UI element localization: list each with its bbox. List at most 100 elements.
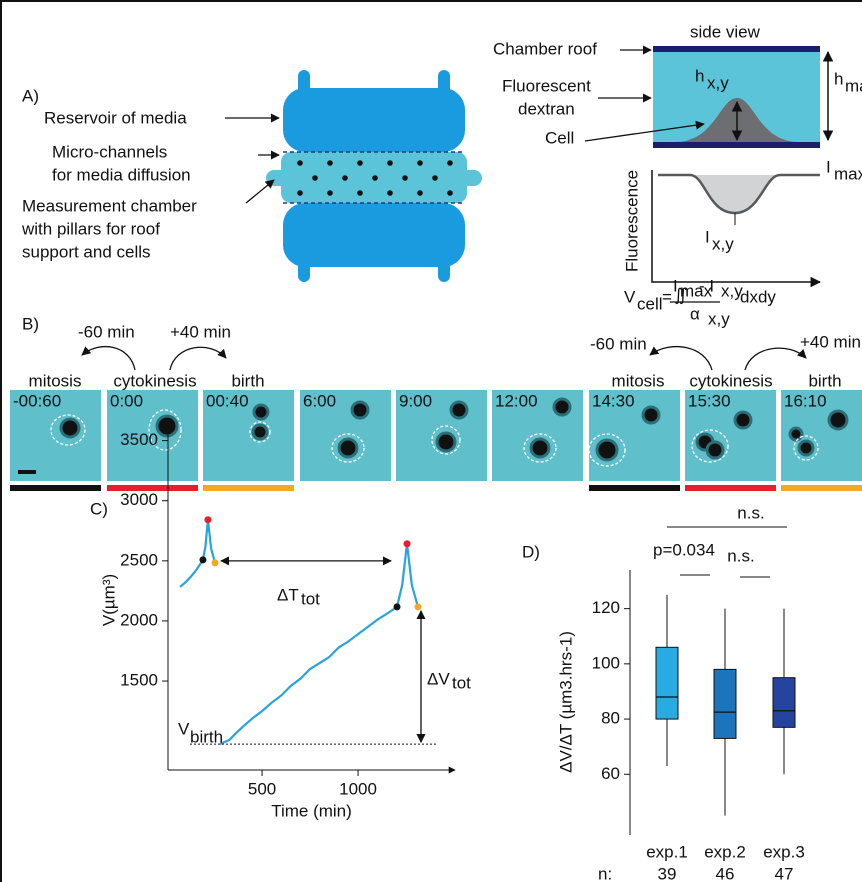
label: I	[826, 157, 831, 176]
figure: A) Reservoir of media Micro-channels for me…	[0, 0, 862, 882]
significance-label: n.s.	[737, 503, 764, 522]
pillar	[402, 175, 408, 181]
pillar	[387, 190, 393, 196]
label: dextran	[518, 99, 575, 118]
label: Fluorescent	[502, 76, 591, 95]
chamber-drawing	[266, 70, 482, 282]
pillar	[432, 175, 438, 181]
cell-blob	[253, 425, 267, 439]
label: +40 min	[170, 322, 231, 341]
box	[714, 669, 736, 738]
frame-time: 6:00	[303, 391, 336, 410]
label: support and cells	[22, 242, 151, 261]
significance-label: n.s.	[727, 546, 754, 565]
label: -60 min	[590, 334, 647, 353]
n-value: 47	[775, 864, 794, 882]
label: -60 min	[78, 322, 135, 341]
box	[773, 678, 795, 728]
pillar	[327, 190, 333, 196]
label: ΔT	[277, 585, 299, 604]
y-tick-label: 2500	[120, 550, 158, 569]
pillar	[297, 160, 303, 166]
label: - I	[699, 276, 714, 295]
y-tick-label: 3500	[120, 430, 158, 449]
stage-label: cytokinesis	[689, 371, 772, 390]
stage-label: birth	[808, 371, 841, 390]
y-axis-title: V(µm³)	[99, 574, 118, 626]
cell-blob	[437, 433, 455, 451]
subscript: tot	[301, 589, 320, 608]
cell-blob	[531, 439, 549, 457]
label: Reservoir of media	[44, 108, 187, 127]
label: Cell	[545, 128, 574, 147]
cell-blob	[254, 405, 268, 419]
pillar	[327, 160, 333, 166]
cell-blob	[554, 399, 570, 415]
label: Chamber roof	[493, 39, 597, 58]
n-value: 39	[658, 864, 677, 882]
event-marker	[404, 540, 411, 547]
label: I	[705, 227, 710, 246]
cell-blob	[339, 439, 357, 457]
panel-label: A)	[22, 86, 39, 105]
pointer-arrow	[745, 348, 806, 370]
cell-blob	[799, 441, 813, 455]
label: h	[695, 66, 704, 85]
subscript: birth	[190, 727, 223, 746]
volume-line	[180, 520, 418, 744]
y-tick-label: 60	[601, 764, 620, 783]
subscript: max	[845, 76, 862, 95]
pointer-arrow	[82, 347, 135, 370]
frame-time: 14:30	[592, 391, 635, 410]
frame-time: 0:00	[110, 391, 143, 410]
label: =	[662, 287, 672, 306]
stage-label: cytokinesis	[113, 371, 196, 390]
cell-blob	[735, 412, 751, 428]
scale-bar	[18, 470, 36, 474]
y-tick-label: 2000	[120, 610, 158, 629]
pillar	[357, 160, 363, 166]
event-marker	[394, 603, 401, 610]
cell-blob	[829, 411, 847, 429]
event-marker	[212, 559, 219, 566]
label: +40 min	[800, 332, 861, 351]
label: ΔV	[427, 669, 450, 688]
y-axis-title: ΔV/ΔT (µm3.hrs-1)	[556, 631, 575, 773]
panel-label: D)	[522, 542, 540, 561]
cell-blob	[157, 416, 177, 436]
cell-blob	[707, 442, 723, 458]
pillar	[387, 160, 393, 166]
significance-label: p=0.034	[653, 540, 715, 559]
cell-blob	[61, 419, 79, 437]
cell-blob	[451, 402, 467, 418]
pillar	[417, 190, 423, 196]
pillar	[357, 190, 363, 196]
pillar	[447, 160, 453, 166]
frame-time: 16:10	[784, 391, 827, 410]
x-tick-label: exp.1	[646, 842, 688, 861]
stage-label: mitosis	[612, 371, 665, 390]
stage-bar	[589, 485, 680, 491]
cell-blob	[597, 440, 617, 460]
pillar	[447, 190, 453, 196]
y-tick-label: 100	[592, 653, 620, 672]
subscript: tot	[452, 673, 471, 692]
frame-time: 00:40	[206, 391, 249, 410]
subscript: x,y	[708, 309, 730, 328]
x-tick-label: 1000	[339, 779, 377, 798]
y-tick-label: 80	[601, 709, 620, 728]
label: Micro-channels	[52, 142, 167, 161]
subscript: max	[834, 164, 862, 183]
n-value: 46	[716, 864, 735, 882]
label: dxdy	[740, 287, 776, 306]
panel-label: C)	[90, 499, 108, 518]
x-tick-label: exp.3	[763, 842, 805, 861]
pointer-arrow	[650, 347, 712, 370]
subscript: cell	[637, 294, 663, 313]
cell-blob	[352, 402, 368, 418]
label: for media diffusion	[52, 165, 191, 184]
box	[656, 647, 678, 719]
y-tick-label: 1500	[120, 671, 158, 690]
n-label: n:	[598, 864, 612, 882]
label: Measurement chamber	[22, 196, 197, 215]
